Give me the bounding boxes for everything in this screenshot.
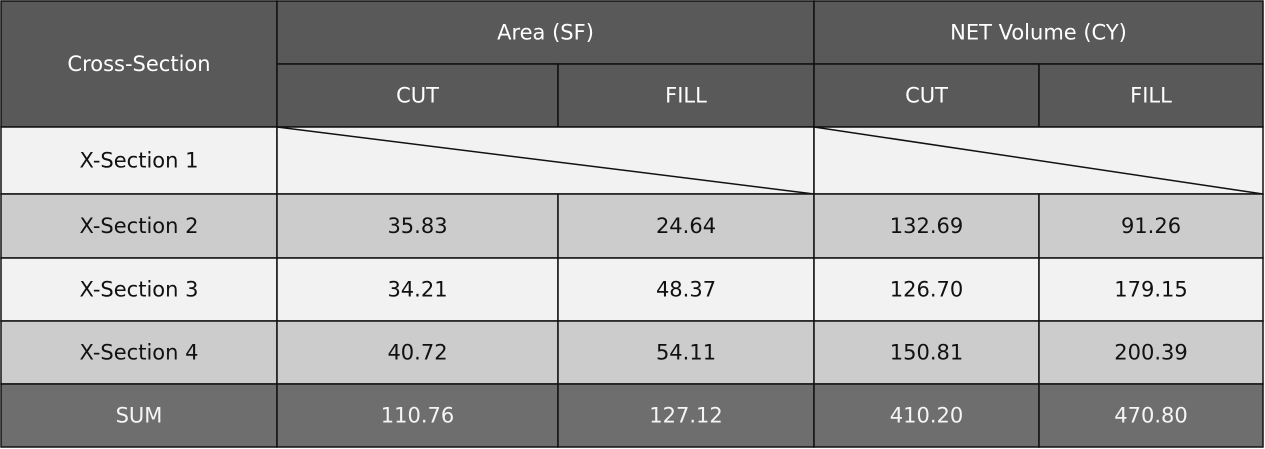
subheader-label: FILL: [665, 84, 707, 108]
diagonal: [813, 126, 1264, 195]
cell-value-cell: [1038, 257, 1264, 322]
header-label-cell: [813, 0, 1264, 65]
header-label-cell: [276, 0, 815, 65]
subheader-label-cell: [276, 63, 559, 128]
cell-value-cell: [276, 257, 559, 322]
row-label-cell: [0, 320, 278, 385]
sum-value-cell: [1038, 383, 1264, 448]
sum-value: 470.80: [1114, 404, 1187, 428]
cell-value-cell: [276, 320, 559, 385]
cell-value: 150.81: [890, 341, 963, 365]
subheader-label: CUT: [396, 84, 439, 108]
header-label: Area (SF): [497, 21, 594, 45]
row-label: X-Section 1: [80, 149, 199, 173]
row-label-cell: [0, 126, 278, 195]
cell-value: 35.83: [387, 214, 447, 238]
cell-value: 91.26: [1121, 214, 1181, 238]
cell-value: 40.72: [387, 341, 447, 365]
cell-value-cell: [813, 193, 1040, 259]
cell-value-cell: [557, 193, 815, 259]
row-label-cell: [0, 257, 278, 322]
cell-value-cell: [1038, 193, 1264, 259]
row-label: X-Section 4: [80, 341, 199, 365]
subheader-label-cell: [813, 63, 1040, 128]
row-label: X-Section 3: [80, 278, 199, 302]
cell-value: 34.21: [387, 278, 447, 302]
cell-value: 24.64: [656, 214, 716, 238]
cell-value: 200.39: [1114, 341, 1187, 365]
cell-value: 48.37: [656, 278, 716, 302]
subheader-label: CUT: [905, 84, 948, 108]
sum-label: SUM: [116, 404, 163, 428]
row-label-cell: [0, 193, 278, 259]
cell-value: 126.70: [890, 278, 963, 302]
header-label: NET Volume (CY): [950, 21, 1127, 45]
cell-value-cell: [557, 320, 815, 385]
row-label: X-Section 2: [80, 214, 199, 238]
cell-value-cell: [813, 320, 1040, 385]
diagonal: [276, 126, 815, 195]
header-label: Cross-Section: [67, 52, 210, 76]
cell-value: 54.11: [656, 341, 716, 365]
cell-value-cell: [557, 257, 815, 322]
subheader-label: FILL: [1130, 84, 1172, 108]
sum-value-cell: [276, 383, 559, 448]
cell-value-cell: [276, 193, 559, 259]
header-label-cell: [0, 0, 278, 128]
cell-value: 179.15: [1114, 278, 1187, 302]
sum-value: 410.20: [890, 404, 963, 428]
cell-value: 132.69: [890, 214, 963, 238]
sum-value: 127.12: [649, 404, 722, 428]
cell-value-cell: [1038, 320, 1264, 385]
sum-label-cell: [0, 383, 278, 448]
sum-value: 110.76: [381, 404, 454, 428]
